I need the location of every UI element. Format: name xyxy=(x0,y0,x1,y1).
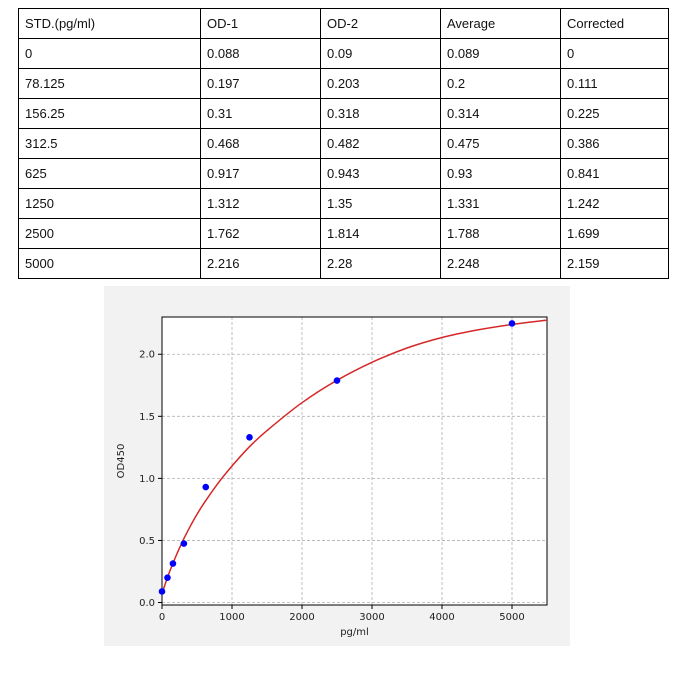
data-points xyxy=(158,320,516,595)
table-cell: 0.089 xyxy=(440,38,561,69)
y-tick-label: 1.0 xyxy=(139,474,155,485)
table-cell: 625 xyxy=(18,158,201,189)
table-cell: 0.111 xyxy=(560,68,669,99)
table-cell: 2.248 xyxy=(440,248,561,279)
table-cell: 0.468 xyxy=(200,128,321,159)
table-cell: 0.314 xyxy=(440,98,561,129)
x-tick-label: 3000 xyxy=(359,612,384,623)
plot-background xyxy=(162,317,547,605)
table-cell: 1.788 xyxy=(440,218,561,249)
y-tick-label: 2.0 xyxy=(139,350,155,361)
y-tick-label: 1.5 xyxy=(139,412,155,423)
table-cell: 0 xyxy=(560,38,669,69)
table-header-row: STD.(pg/ml) OD-1 OD-2 Average Corrected xyxy=(18,8,669,39)
table-cell: 1.762 xyxy=(200,218,321,249)
table-cell: 2.28 xyxy=(320,248,441,279)
data-point xyxy=(202,483,210,491)
table-row: 78.125 0.197 0.203 0.2 0.111 xyxy=(18,68,669,99)
table-cell: 0.482 xyxy=(320,128,441,159)
table-cell: 78.125 xyxy=(18,68,201,99)
table-row: 156.25 0.31 0.318 0.314 0.225 xyxy=(18,98,669,129)
table-cell: 0.203 xyxy=(320,68,441,99)
chart-svg: 0 1000 2000 3000 4000 5000 0.0 0.5 1.0 1.5 2.0 pg/… xyxy=(116,316,548,638)
table-row: 0 0.088 0.09 0.089 0 xyxy=(18,38,669,69)
table-cell: 1.35 xyxy=(320,188,441,219)
table-cell: 2.159 xyxy=(560,248,669,279)
x-tick-label: 5000 xyxy=(499,612,524,623)
table-header-cell: Corrected xyxy=(560,8,669,39)
table-cell: 0.09 xyxy=(320,38,441,69)
x-tick-label: 4000 xyxy=(429,612,454,623)
data-point xyxy=(246,433,253,441)
table-cell: 0.31 xyxy=(200,98,321,129)
table-cell: 0.943 xyxy=(320,158,441,189)
data-point xyxy=(333,377,341,384)
table-row: 625 0.917 0.943 0.93 0.841 xyxy=(18,158,669,189)
data-point xyxy=(180,540,188,547)
table-cell: 5000 xyxy=(18,248,201,279)
grid-lines xyxy=(161,317,547,605)
table-cell: 0 xyxy=(18,38,201,69)
table-cell: 0.475 xyxy=(440,128,561,159)
table-cell: 1.331 xyxy=(440,188,561,219)
table-cell: 0.318 xyxy=(320,98,441,129)
table-cell: 1.699 xyxy=(560,218,669,249)
table-cell: 0.088 xyxy=(200,38,321,69)
data-point xyxy=(169,560,177,567)
x-axis-label: pg/ml xyxy=(340,627,369,638)
table-cell: 1.312 xyxy=(200,188,321,219)
table-row: 5000 2.216 2.28 2.248 2.159 xyxy=(18,248,669,279)
data-point xyxy=(508,320,516,327)
axis-ticks: 0 1000 2000 3000 4000 5000 0.0 0.5 1.0 1.5 2.0 xyxy=(139,350,525,623)
table-cell: 2500 xyxy=(18,218,201,249)
y-axis-label: OD450 xyxy=(116,444,127,479)
table-cell: 312.5 xyxy=(18,128,201,159)
table-row: 312.5 0.468 0.482 0.475 0.386 xyxy=(18,128,669,159)
table-row: 2500 1.762 1.814 1.788 1.699 xyxy=(18,218,669,249)
standards-table: STD.(pg/ml) OD-1 OD-2 Average Corrected 0 0.08… xyxy=(18,8,669,279)
standard-curve-chart: 0 1000 2000 3000 4000 5000 0.0 0.5 1.0 1.5 2.0 pg/… xyxy=(104,286,570,646)
table-cell: 1250 xyxy=(18,188,201,219)
table-cell: 0.93 xyxy=(440,158,561,189)
x-tick-label: 2000 xyxy=(289,612,314,623)
table-cell: 1.814 xyxy=(320,218,441,249)
table-cell: 1.242 xyxy=(560,188,669,219)
data-point xyxy=(164,574,171,581)
table-header-cell: STD.(pg/ml) xyxy=(18,8,201,39)
data-point xyxy=(158,588,166,595)
table-cell: 0.917 xyxy=(200,158,321,189)
table-header-cell: OD-2 xyxy=(320,8,441,39)
table-cell: 0.2 xyxy=(440,68,561,99)
plot-area-frame xyxy=(161,316,548,606)
table-cell: 0.197 xyxy=(200,68,321,99)
table-row: 1250 1.312 1.35 1.331 1.242 xyxy=(18,188,669,219)
y-tick-label: 0.5 xyxy=(139,536,155,547)
table-cell: 0.386 xyxy=(560,128,669,159)
table-cell: 0.841 xyxy=(560,158,669,189)
table-cell: 0.225 xyxy=(560,98,669,129)
table-cell: 2.216 xyxy=(200,248,321,279)
table-header-cell: Average xyxy=(440,8,561,39)
x-tick-label: 1000 xyxy=(219,612,244,623)
table-header-cell: OD-1 xyxy=(200,8,321,39)
x-tick-label: 0 xyxy=(159,612,165,623)
table-cell: 156.25 xyxy=(18,98,201,129)
y-tick-label: 0.0 xyxy=(139,598,155,609)
